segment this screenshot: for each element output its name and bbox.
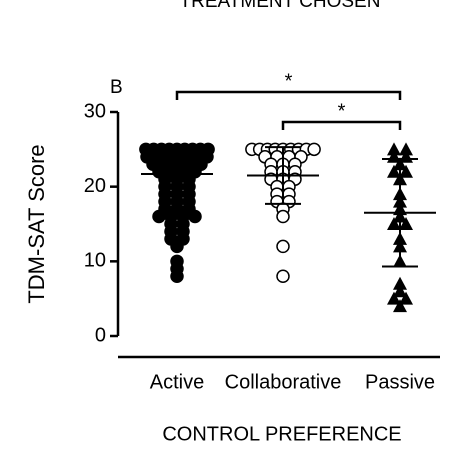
- point: [188, 209, 202, 224]
- point: [387, 291, 401, 305]
- point: [276, 269, 290, 284]
- point: [387, 217, 401, 230]
- significance-label: *: [338, 100, 346, 122]
- point: [276, 239, 290, 254]
- point: [387, 164, 401, 178]
- panel-label: B: [110, 77, 123, 98]
- point: [276, 209, 290, 224]
- x-tick-label: Active: [150, 371, 204, 393]
- point: [387, 142, 401, 156]
- point: [399, 164, 413, 178]
- significance-label: *: [285, 70, 293, 92]
- y-tick-label: 20: [84, 175, 106, 197]
- point: [393, 299, 407, 313]
- point: [170, 239, 184, 254]
- point: [399, 217, 413, 230]
- point: [393, 276, 407, 290]
- x-axis-label: CONTROL PREFERENCE: [162, 423, 401, 445]
- y-tick-label: 10: [84, 250, 106, 272]
- x-tick-label: Passive: [365, 371, 435, 393]
- x-tick-label: Collaborative: [225, 371, 342, 393]
- point: [307, 142, 321, 157]
- significance-bracket: [175, 90, 402, 100]
- point: [393, 284, 407, 298]
- point: [152, 209, 166, 224]
- y-axis-label: TDM-SAT Score: [24, 144, 49, 303]
- significance-bracket: [281, 120, 402, 130]
- clipped-title: TREATMENT CHOSEN: [180, 0, 381, 12]
- point: [399, 291, 413, 305]
- point: [399, 142, 413, 156]
- y-tick-label: 30: [84, 100, 106, 122]
- point: [170, 269, 184, 284]
- y-tick-label: 0: [95, 324, 106, 346]
